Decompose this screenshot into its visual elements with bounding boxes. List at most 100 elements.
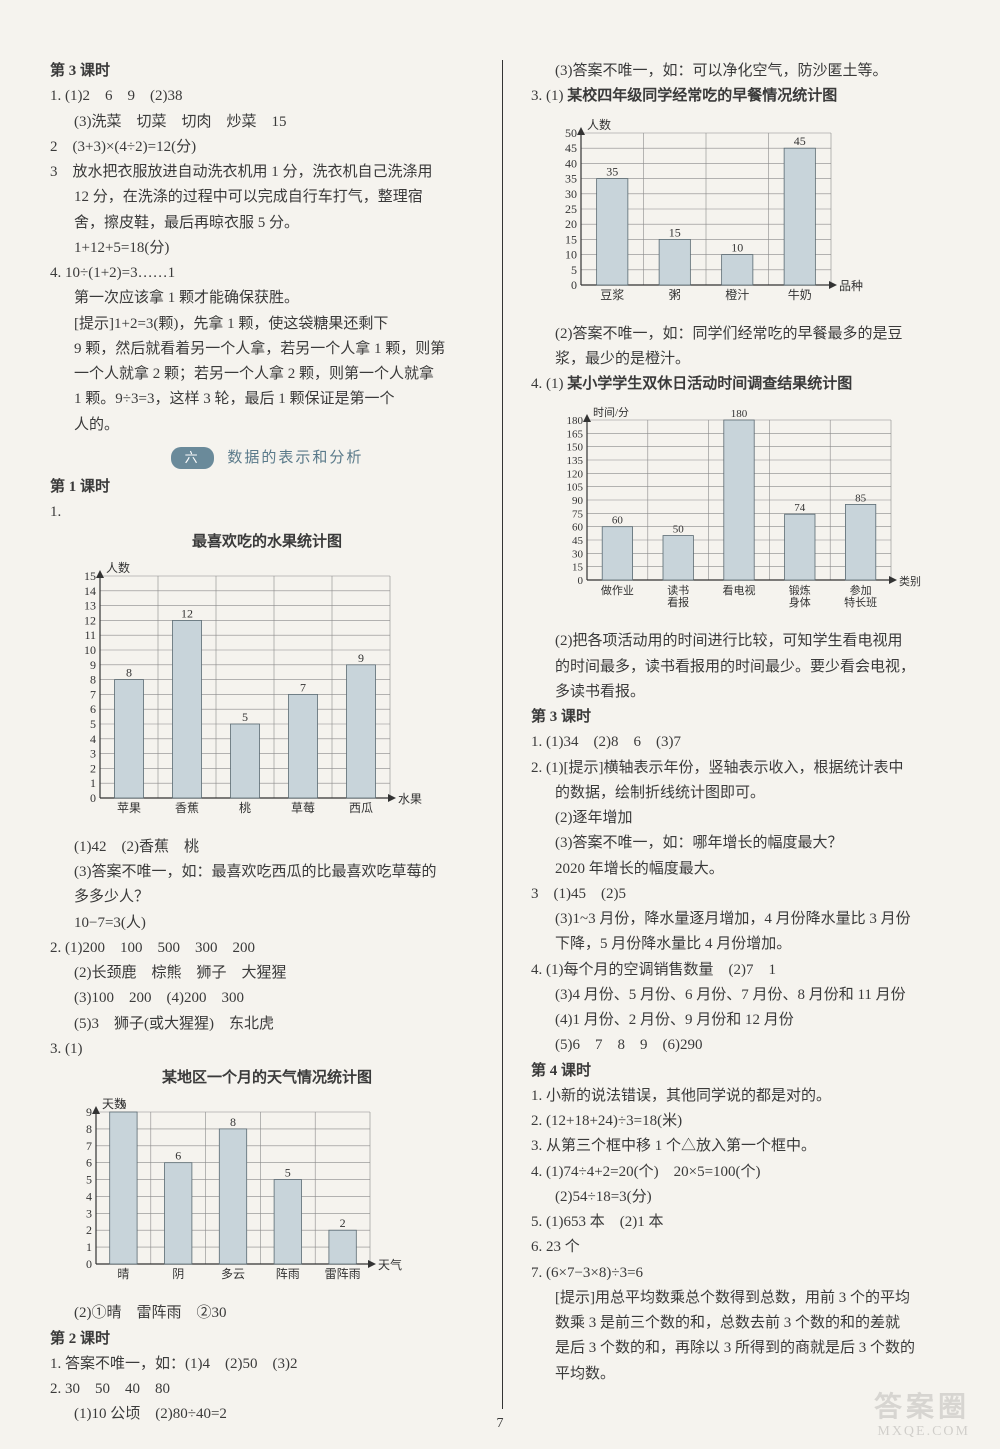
text-line: (3)答案不唯一，如：哪年增长的幅度最大？	[531, 832, 965, 855]
svg-text:9: 9	[90, 658, 96, 672]
text-line: 6. 23 个	[531, 1236, 965, 1259]
text-line: 1 颗。9÷3=3，这样 3 轮，最后 1 颗保证是第一个	[50, 388, 484, 411]
q-label: 4. (1) 某小学学生双休日活动时间调查结果统计图	[531, 373, 965, 396]
svg-text:8: 8	[230, 1115, 236, 1129]
svg-text:7: 7	[86, 1139, 92, 1153]
text-line: (1)10 公顷 (2)80÷40=2	[50, 1403, 484, 1426]
svg-text:15: 15	[565, 232, 577, 246]
svg-text:7: 7	[300, 680, 306, 694]
svg-text:身体: 身体	[789, 595, 811, 609]
svg-text:35: 35	[606, 164, 618, 178]
svg-text:12: 12	[84, 613, 96, 627]
svg-text:15: 15	[669, 225, 681, 239]
svg-text:0: 0	[571, 278, 577, 292]
svg-text:9: 9	[86, 1105, 92, 1119]
bar-chart-svg: 0123456789天数天气9晴6阴8多云5阵雨2雷阵雨	[50, 1094, 410, 1294]
svg-text:9: 9	[358, 651, 364, 665]
svg-text:特长班: 特长班	[844, 595, 877, 609]
q-label: 3. (1)	[50, 1038, 484, 1061]
text-line: 第一次应该拿 1 颗才能确保获胜。	[50, 287, 484, 310]
svg-text:6: 6	[90, 702, 96, 716]
text-line: 12 分，在洗涤的过程中可以完成自行车打气，整理宿	[50, 186, 484, 209]
svg-text:参加: 参加	[850, 583, 872, 597]
text-line: 3. 从第三个框中移 1 个△放入第一个框中。	[531, 1135, 965, 1158]
bar-chart-svg: 0153045607590105120135150165180时间/分类别60做…	[531, 402, 931, 622]
svg-text:锻炼: 锻炼	[789, 583, 811, 597]
text-line: 下降，5 月份降水量比 4 月份增加。	[531, 933, 965, 956]
text-line: 5. (1)653 本 (2)1 本	[531, 1211, 965, 1234]
svg-text:12: 12	[181, 606, 193, 620]
svg-text:25: 25	[565, 202, 577, 216]
svg-text:2: 2	[90, 761, 96, 775]
text-line: 人的。	[50, 414, 484, 437]
svg-text:多云: 多云	[221, 1267, 245, 1281]
svg-text:165: 165	[567, 429, 584, 441]
bar-chart-svg: 05101520253035404550人数品种35豆浆15粥10橙汁45牛奶	[531, 115, 871, 315]
svg-text:4: 4	[90, 732, 96, 746]
text-line: 3 (1)45 (2)5	[531, 883, 965, 906]
svg-text:3: 3	[86, 1207, 92, 1221]
chart-title: 某地区一个月的天气情况统计图	[50, 1067, 484, 1090]
svg-text:天气: 天气	[378, 1257, 402, 1272]
lesson-heading: 第 3 课时	[50, 60, 484, 83]
svg-text:2: 2	[340, 1216, 346, 1230]
svg-text:阴: 阴	[172, 1267, 184, 1281]
svg-text:0: 0	[86, 1257, 92, 1271]
text-line: (5)3 狮子(或大猩猩) 东北虎	[50, 1013, 484, 1036]
section-badge: 六	[171, 447, 214, 469]
q-label: 3. (1) 某校四年级同学经常吃的早餐情况统计图	[531, 85, 965, 108]
svg-text:10: 10	[731, 240, 743, 254]
svg-text:60: 60	[572, 522, 584, 534]
text-line: 2. (1)[提示]横轴表示年份，竖轴表示收入，根据统计表中	[531, 757, 965, 780]
text-line: [提示]1+2=3(颗)，先拿 1 颗，使这袋糖果还剩下	[50, 313, 484, 336]
svg-text:6: 6	[86, 1156, 92, 1170]
svg-text:180: 180	[731, 408, 748, 420]
text-line: 1. (1)2 6 9 (2)38	[50, 85, 484, 108]
svg-text:5: 5	[285, 1166, 291, 1180]
left-column: 第 3 课时 1. (1)2 6 9 (2)38 (3)洗菜 切菜 切肉 炒菜 …	[50, 60, 503, 1409]
svg-text:20: 20	[565, 217, 577, 231]
svg-text:50: 50	[565, 126, 577, 140]
text-line: 平均数。	[531, 1363, 965, 1386]
q-label-text: 3. (1)	[531, 88, 564, 104]
svg-text:10: 10	[565, 247, 577, 261]
text-line: (2)①晴 雷阵雨 ②30	[50, 1302, 484, 1325]
svg-text:做作业: 做作业	[601, 583, 634, 597]
svg-text:桃: 桃	[239, 800, 251, 815]
svg-text:牛奶: 牛奶	[788, 287, 812, 302]
svg-text:150: 150	[567, 442, 584, 454]
text-line: (3)100 200 (4)200 300	[50, 987, 484, 1010]
svg-text:8: 8	[86, 1122, 92, 1136]
text-line: (1)42 (2)香蕉 桃	[50, 836, 484, 859]
svg-text:水果: 水果	[398, 792, 422, 806]
svg-text:粥: 粥	[669, 288, 681, 302]
text-line: 的数据，绘制折线统计图即可。	[531, 782, 965, 805]
chart-title: 最喜欢吃的水果统计图	[50, 531, 484, 554]
lesson-heading: 第 2 课时	[50, 1328, 484, 1351]
text-line: (3)4 月份、5 月份、6 月份、7 月份、8 月份和 11 月份	[531, 984, 965, 1007]
chart-title: 某小学学生双休日活动时间调查结果统计图	[567, 376, 852, 392]
text-line: 2. 30 50 40 80	[50, 1378, 484, 1401]
svg-text:5: 5	[90, 717, 96, 731]
svg-text:10: 10	[84, 643, 96, 657]
text-line: (3)1~3 月份，降水量逐月增加，4 月份降水量比 3 月份	[531, 908, 965, 931]
svg-text:5: 5	[86, 1173, 92, 1187]
svg-text:雷阵雨: 雷阵雨	[325, 1267, 361, 1281]
text-line: (4)1 月份、2 月份、9 月份和 12 月份	[531, 1009, 965, 1032]
svg-text:阵雨: 阵雨	[276, 1267, 300, 1281]
svg-text:品种: 品种	[839, 279, 863, 293]
text-line: (3)答案不唯一，如：最喜欢吃西瓜的比最喜欢吃草莓的	[50, 861, 484, 884]
breakfast-chart: 05101520253035404550人数品种35豆浆15粥10橙汁45牛奶	[531, 115, 965, 315]
chart-title: 某校四年级同学经常吃的早餐情况统计图	[567, 88, 837, 104]
svg-text:45: 45	[794, 134, 806, 148]
text-line: [提示]用总平均数乘总个数得到总数，用前 3 个的平均	[531, 1287, 965, 1310]
svg-text:15: 15	[572, 562, 584, 574]
q-label: 1.	[50, 501, 484, 524]
svg-text:看电视: 看电视	[723, 583, 756, 597]
text-line: (2)长颈鹿 棕熊 狮子 大猩猩	[50, 962, 484, 985]
section-header: 六 数据的表示和分析	[50, 447, 484, 470]
text-line: 3 放水把衣服放进自动洗衣机用 1 分，洗衣机自己洗涤用	[50, 161, 484, 184]
fruit-chart: 最喜欢吃的水果统计图 0123456789101112131415人数水果8苹果…	[50, 531, 484, 828]
text-line: (2)逐年增加	[531, 807, 965, 830]
text-line: 4. (1)74÷4+2=20(个) 20×5=100(个)	[531, 1161, 965, 1184]
